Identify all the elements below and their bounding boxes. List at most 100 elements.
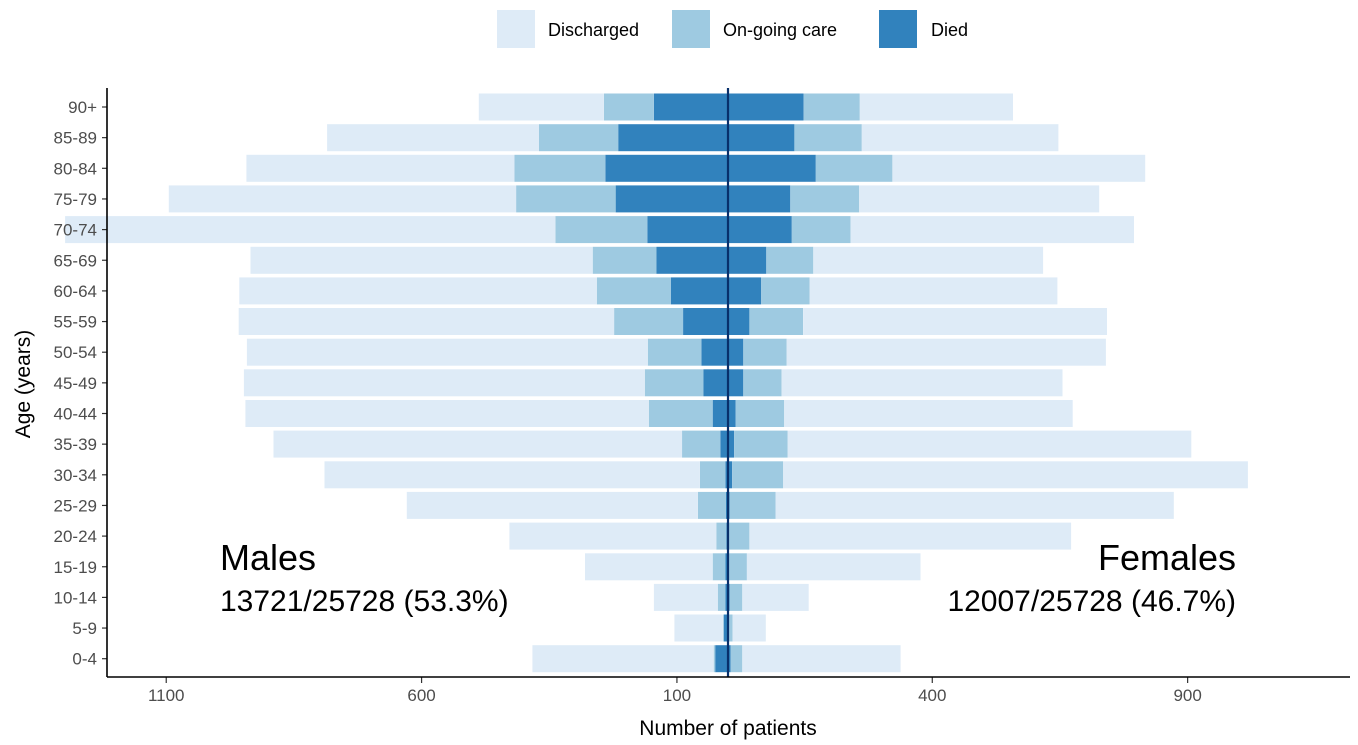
y-tick-label: 10-14 [54, 588, 97, 607]
bar-males-discharged-65-69 [250, 246, 593, 274]
bar-females-on-going-care-90plus [803, 93, 860, 121]
y-tick-label: 15-19 [54, 558, 97, 577]
bar-females-on-going-care-20-24 [729, 522, 750, 550]
bar-females-discharged-60-64 [809, 277, 1058, 305]
bar-females-died-80-84 [728, 154, 816, 182]
bar-males-on-going-care-75-79 [516, 185, 616, 213]
bar-females-on-going-care-70-74 [791, 216, 851, 244]
bar-males-died-55-59 [683, 308, 728, 335]
y-axis-title: Age (years) [12, 330, 35, 439]
bar-females-discharged-40-44 [784, 400, 1073, 427]
bar-males-on-going-care-0-4 [713, 645, 716, 673]
bar-males-discharged-70-74 [65, 216, 556, 244]
y-tick-label: 30-34 [54, 466, 97, 485]
bar-males-on-going-care-85-89 [539, 124, 619, 152]
bar-females-died-90plus [728, 93, 804, 121]
bar-males-died-60-64 [670, 277, 728, 305]
bar-males-on-going-care-15-19 [712, 553, 726, 581]
bar-females-discharged-70-74 [850, 216, 1134, 244]
bar-males-died-40-44 [712, 400, 728, 427]
legend-label-died: Died [931, 20, 968, 40]
bar-males-died-70-74 [647, 216, 728, 244]
y-axis-ticks: 0-4 5-9 10-14 15-19 20-24 25-29 30-34 35-39 40-4… [54, 98, 107, 669]
bar-females-died-65-69 [728, 246, 767, 274]
y-tick-label: 0-4 [72, 650, 97, 669]
bar-females-died-85-89 [728, 124, 795, 152]
bar-males-on-going-care-80-84 [514, 154, 606, 182]
bar-females-died-35-39 [728, 430, 735, 458]
bar-males-discharged-80-84 [246, 154, 515, 182]
x-axis-title: Number of patients [639, 717, 816, 740]
females-label: Females [1098, 537, 1236, 578]
bar-females-on-going-care-30-34 [732, 461, 784, 489]
bar-females-died-55-59 [728, 308, 750, 335]
bar-females-on-going-care-75-79 [790, 185, 860, 213]
bar-males-died-5-9 [723, 614, 728, 642]
bar-males-discharged-35-39 [273, 430, 683, 458]
y-tick-label: 5-9 [72, 619, 97, 638]
bar-males-discharged-5-9 [674, 614, 723, 642]
bar-males-died-30-34 [725, 461, 728, 489]
bar-females-on-going-care-85-89 [794, 124, 862, 152]
legend-swatch-ongoing-care [672, 10, 710, 48]
bar-males-died-45-49 [703, 369, 728, 397]
y-tick-label: 85-89 [54, 129, 97, 148]
bar-females-discharged-80-84 [892, 154, 1146, 182]
y-tick-label: 55-59 [54, 313, 97, 332]
legend: Discharged On-going care Died [497, 10, 968, 48]
bar-females-on-going-care-10-14 [729, 583, 743, 611]
males-label: Males [220, 537, 316, 578]
legend-swatch-discharged [497, 10, 535, 48]
bar-males-on-going-care-50-54 [647, 338, 702, 366]
bar-females-on-going-care-50-54 [743, 338, 787, 366]
x-tick-label: 600 [407, 686, 435, 705]
bar-males-died-85-89 [618, 124, 728, 152]
legend-label-discharged: Discharged [548, 20, 639, 40]
bar-males-discharged-85-89 [327, 124, 539, 152]
bar-males-on-going-care-45-49 [644, 369, 704, 397]
bar-males-died-75-79 [615, 185, 728, 213]
bars-layer [65, 93, 1248, 673]
bar-females-discharged-10-14 [742, 583, 809, 611]
bar-males-died-80-84 [605, 154, 728, 182]
bar-females-on-going-care-45-49 [743, 369, 782, 397]
bar-females-discharged-0-4 [742, 645, 901, 673]
x-tick-label: 100 [663, 686, 691, 705]
bar-males-discharged-55-59 [238, 308, 615, 335]
bar-males-discharged-0-4 [532, 645, 714, 673]
bar-females-discharged-20-24 [749, 522, 1072, 550]
bar-males-discharged-30-34 [324, 461, 700, 489]
bar-females-died-0-4 [728, 645, 731, 673]
bar-males-on-going-care-5-9 [722, 614, 724, 642]
bar-males-discharged-20-24 [509, 522, 717, 550]
y-tick-label: 50-54 [54, 343, 97, 362]
males-summary: 13721/25728 (53.3%) [220, 585, 509, 618]
bar-females-discharged-90plus [859, 93, 1013, 121]
bar-males-discharged-50-54 [246, 338, 648, 366]
bar-females-on-going-care-25-29 [729, 491, 776, 519]
x-tick-label: 400 [918, 686, 946, 705]
y-tick-label: 70-74 [54, 221, 97, 240]
y-tick-label: 60-64 [54, 282, 97, 301]
bar-males-died-35-39 [720, 430, 728, 458]
x-axis-ticks: 1100 600 100 400 900 [148, 677, 1202, 705]
y-tick-label: 65-69 [54, 251, 97, 270]
y-tick-label: 20-24 [54, 527, 97, 546]
bar-females-died-75-79 [728, 185, 791, 213]
bar-females-died-40-44 [728, 400, 736, 427]
bar-females-discharged-45-49 [781, 369, 1063, 397]
y-tick-label: 45-49 [54, 374, 97, 393]
bar-males-on-going-care-20-24 [716, 522, 727, 550]
bar-females-on-going-care-15-19 [729, 553, 747, 581]
bar-males-on-going-care-30-34 [699, 461, 726, 489]
bar-males-on-going-care-65-69 [592, 246, 657, 274]
bar-females-discharged-75-79 [859, 185, 1100, 213]
bar-females-on-going-care-40-44 [735, 400, 785, 427]
bar-males-on-going-care-60-64 [596, 277, 671, 305]
bar-males-discharged-15-19 [585, 553, 713, 581]
bar-females-discharged-15-19 [746, 553, 921, 581]
y-tick-label: 75-79 [54, 190, 97, 209]
x-tick-label: 900 [1173, 686, 1201, 705]
bar-males-discharged-45-49 [243, 369, 645, 397]
